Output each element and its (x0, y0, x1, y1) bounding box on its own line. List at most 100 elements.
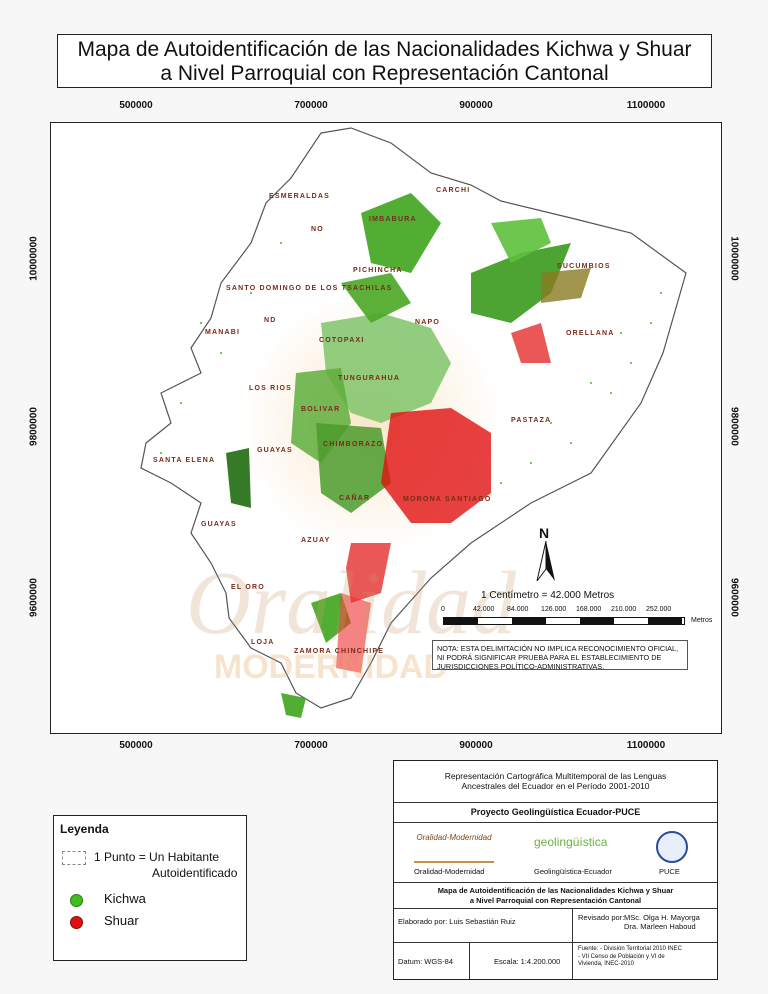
scale-tick-label: 84.000 (507, 606, 529, 613)
province-label: ND (264, 317, 277, 324)
dot-label-1: 1 Punto = Un Habitante (94, 850, 220, 864)
kichwa-region (471, 243, 571, 323)
scale-tick-label: 126.000 (541, 606, 567, 613)
kichwa-region (541, 268, 591, 303)
x-tick-top: 1100000 (626, 100, 666, 111)
logos-row: Oralidad-Modernidad Oralidad-Modernidad … (394, 823, 717, 883)
north-label: N (539, 525, 550, 541)
reviewer-2: Dra. Marleen Haboud (624, 922, 696, 931)
north-arrow-icon (536, 541, 555, 581)
x-tick-bottom: 900000 (459, 740, 493, 751)
y-tick-right: 9800000 (728, 407, 740, 446)
province-label: TUNGURAHUA (338, 375, 401, 382)
x-tick-bottom: 700000 (294, 740, 328, 751)
divider (469, 943, 470, 979)
project-name: Proyecto Geolingüística Ecuador-PUCE (394, 803, 717, 823)
escala: Escala: 1:4.200.000 (494, 957, 561, 966)
info-header-2: Ancestrales del Ecuador en el Período 20… (461, 781, 650, 791)
scale-tick-label: 210.000 (611, 606, 637, 613)
kichwa-region (361, 193, 441, 273)
shuar-region (336, 593, 371, 673)
province-label: PICHINCHA (353, 267, 403, 274)
y-tick-left: 10000000 (28, 236, 40, 281)
province-label: ESMERALDAS (269, 193, 331, 200)
y-tick-right: 10000000 (728, 236, 740, 281)
province-label: AZUAY (301, 537, 331, 544)
logo-label-2: Geolingüística-Ecuador (534, 867, 612, 876)
oralidad-logo: Oralidad-Modernidad (414, 833, 494, 863)
province-label: MANABI (205, 329, 241, 336)
info-map-title-2: a Nivel Parroquial con Representación Ca… (469, 896, 642, 905)
fuente-3: Vivienda, INEC-2010 (578, 961, 634, 967)
logo-label-1: Oralidad-Modernidad (414, 867, 485, 876)
province-label: CHIMBORAZO (323, 441, 384, 448)
divider (572, 943, 573, 979)
scale-tick-label: 42.000 (473, 606, 495, 613)
province-label: CARCHI (436, 187, 471, 194)
province-label: COTOPAXI (319, 337, 365, 344)
map-title: Mapa de Autoidentificación de las Nacion… (57, 34, 712, 88)
province-label: SANTA ELENA (153, 457, 216, 464)
puce-logo-icon (656, 831, 688, 863)
info-box: Representación Cartográfica Multitempora… (393, 760, 718, 980)
disclaimer-note: NOTA: ESTA DELIMITACIÓN NO IMPLICA RECON… (432, 640, 688, 671)
x-tick-bottom: 1100000 (626, 740, 666, 751)
dot-label-2: Autoidentificado (152, 866, 238, 880)
watermark-modernidad: MODERNIDAD (214, 648, 448, 686)
title-line-2: a Nivel Parroquial con Representación Ca… (160, 62, 609, 85)
province-label: ORELLANA (566, 330, 615, 337)
footer-row: Datum: WGS-84 Escala: 1:4.200.000 Fuente… (394, 943, 717, 979)
scale-text: 1 Centímetro = 42.000 Metros (481, 590, 615, 601)
province-label: GUAYAS (201, 521, 237, 528)
fuente-1: Fuente: - División Territorial 2010 INEC (578, 946, 682, 952)
info-header: Representación Cartográfica Multitempora… (394, 761, 717, 803)
info-header-1: Representación Cartográfica Multitempora… (444, 771, 667, 781)
kichwa-region (491, 218, 551, 263)
fuente: Fuente: - División Territorial 2010 INEC… (578, 946, 682, 969)
kichwa-region (321, 313, 451, 423)
province-label: BOLIVAR (301, 406, 341, 413)
scale-labels: 0 42.000 84.000 126.000 168.000 210.000 … (441, 606, 691, 620)
x-tick-top: 700000 (294, 100, 328, 111)
watermark-oralidad: Oralidad (186, 554, 517, 653)
legend-kichwa: Kichwa (104, 891, 146, 906)
info-map-title: Mapa de Autoidentificación de las Nacion… (394, 883, 717, 909)
elaborado-por: Elaborado por: Luis Sebastián Ruiz (398, 917, 516, 926)
kichwa-region (341, 273, 411, 323)
legend: Leyenda 1 Punto = Un Habitante Autoident… (53, 815, 247, 961)
y-tick-left: 9600000 (28, 578, 40, 617)
kichwa-dots (160, 242, 662, 484)
shuar-dot-icon (70, 916, 83, 929)
scale-tick-label: 168.000 (576, 606, 602, 613)
scale-bar (443, 617, 685, 625)
ecuador-map[interactable]: Oralidad MODERNIDAD (51, 123, 721, 733)
geolinguistica-logo: geolingüística (534, 835, 608, 849)
x-tick-top: 900000 (459, 100, 493, 111)
datum: Datum: WGS-84 (398, 957, 454, 966)
y-tick-left: 9800000 (28, 407, 40, 446)
province-label: MORONA SANTIAGO (403, 496, 492, 503)
reviewer-1: MSc. Olga H. Mayorga (624, 913, 700, 922)
kichwa-region (316, 423, 391, 513)
province-label: PASTAZA (511, 417, 552, 424)
x-tick-top: 500000 (119, 100, 153, 111)
info-map-title-1: Mapa de Autoidentificación de las Nacion… (437, 886, 674, 895)
province-label: CAÑAR (339, 495, 371, 502)
shuar-region (511, 323, 551, 363)
y-tick-right: 9600000 (728, 578, 740, 617)
fuente-2: - VII Censo de Población y VI de (578, 953, 665, 960)
kichwa-region (281, 693, 306, 718)
province-label: ZAMORA CHINCHIPE (294, 648, 385, 655)
province-label: NAPO (415, 319, 441, 326)
province-label: SUCUMBIOS (557, 263, 611, 270)
province-label: SANTO DOMINGO DE LOS TSACHILAS (226, 285, 393, 292)
logo-label-3: PUCE (659, 867, 680, 876)
legend-title: Leyenda (60, 822, 109, 836)
province-label: NO (311, 226, 324, 233)
province-label: GUAYAS (257, 447, 293, 454)
divider (572, 909, 573, 943)
scale-unit: Metros (691, 617, 713, 624)
map-frame[interactable]: Oralidad MODERNIDAD CARCHI ESMERALDAS IM… (50, 122, 722, 734)
title-line-1: Mapa de Autoidentificación de las Nacion… (77, 38, 692, 61)
dot-sample-icon (62, 851, 86, 865)
